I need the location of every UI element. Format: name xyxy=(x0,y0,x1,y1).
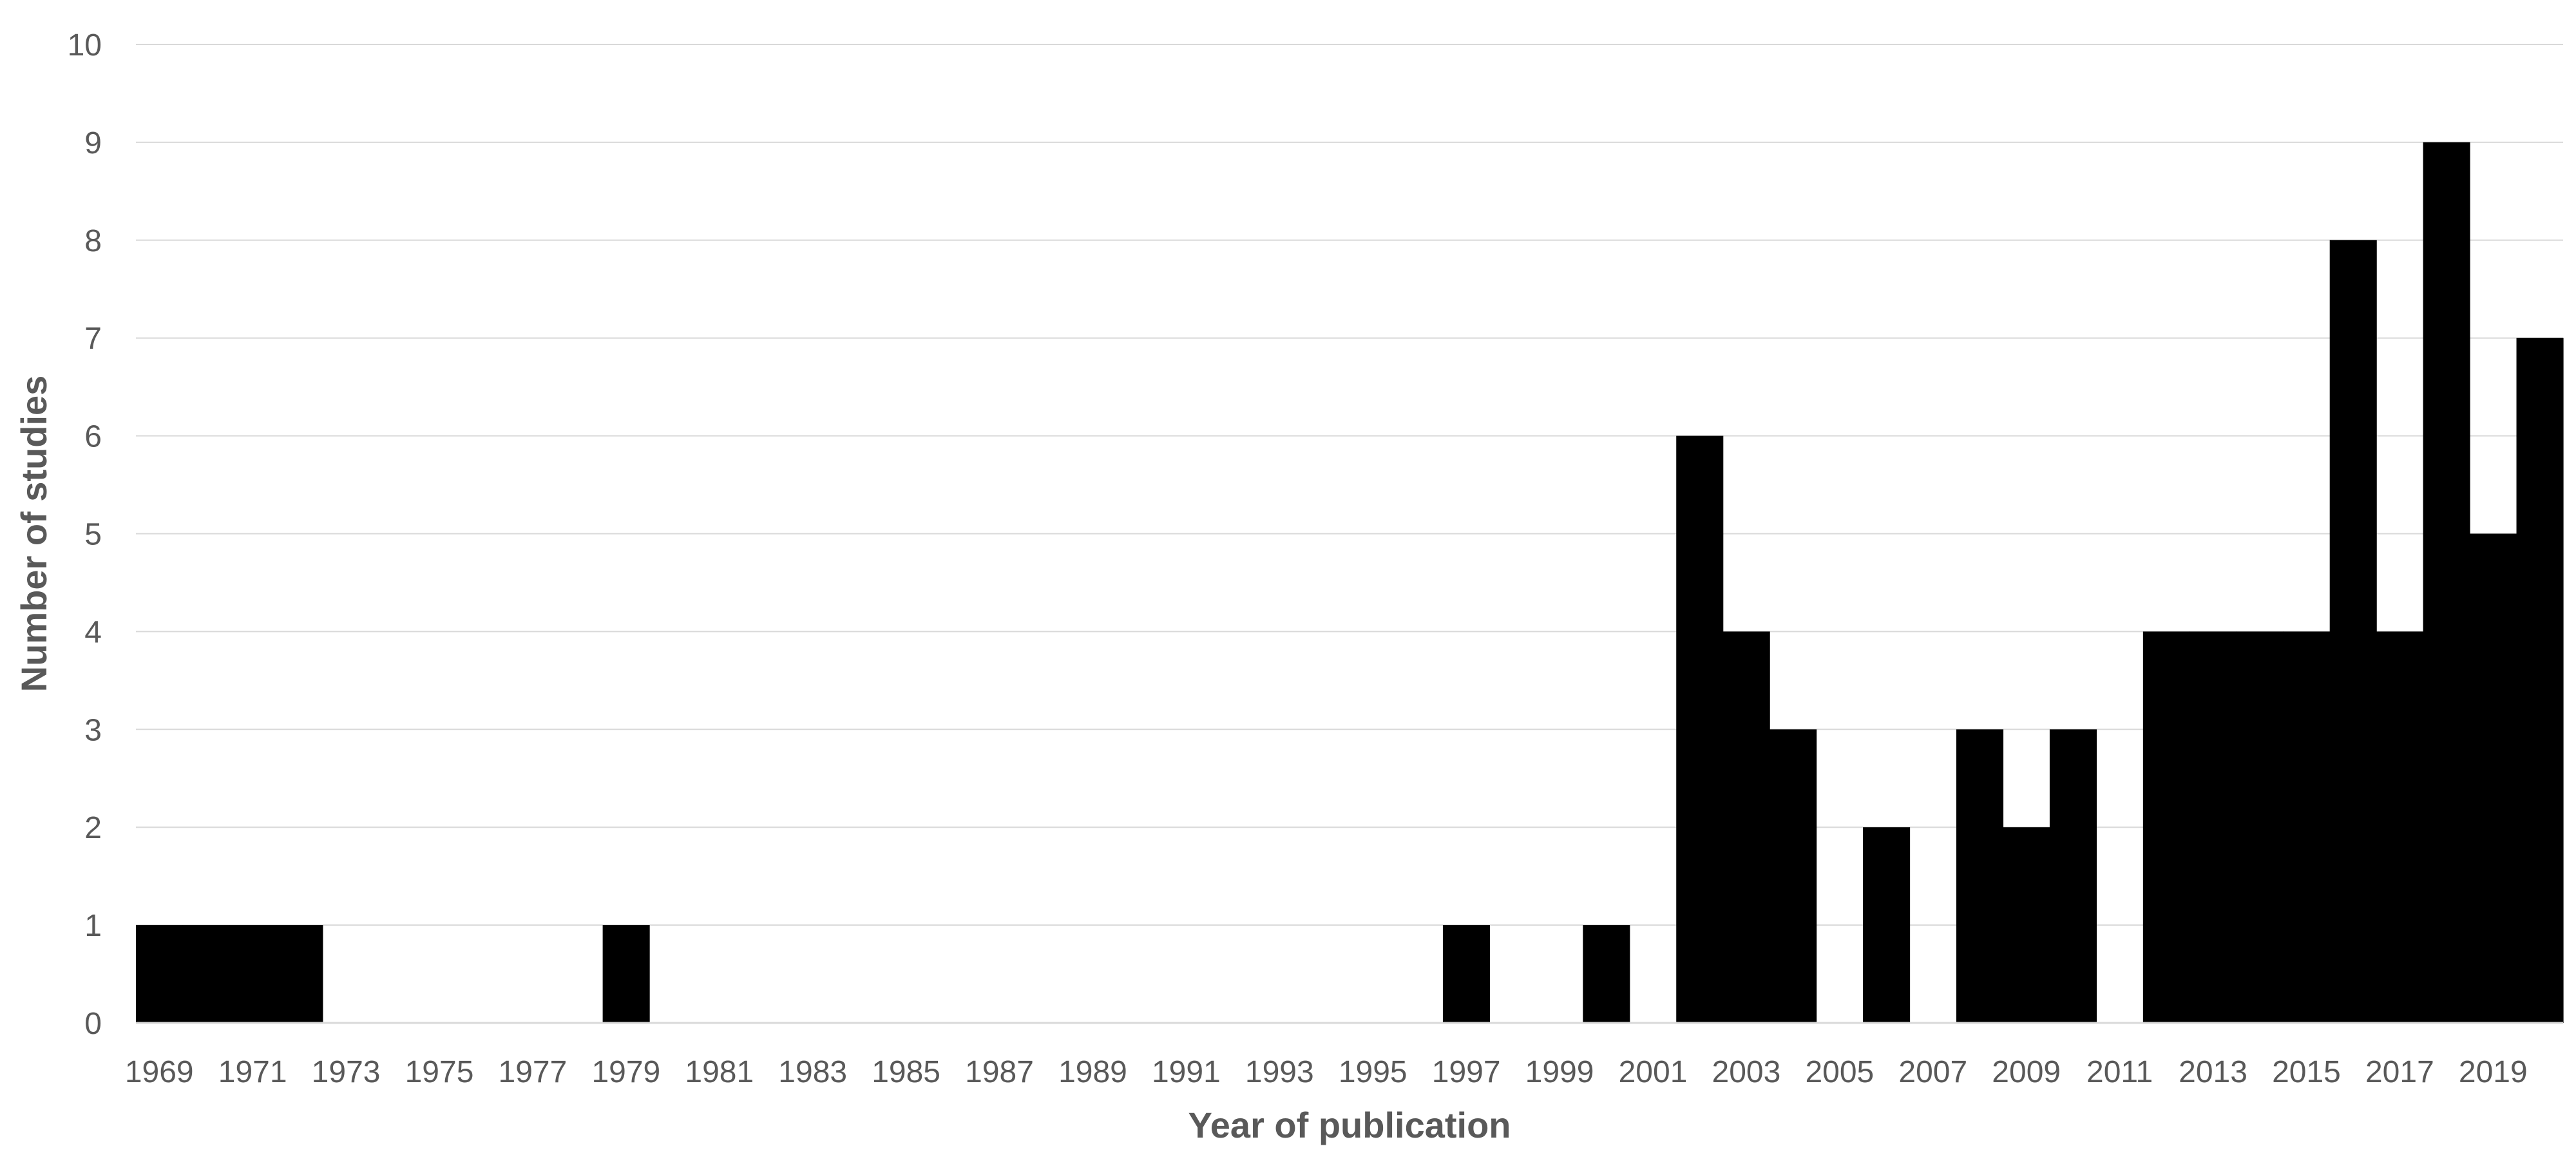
x-tick-label: 2019 xyxy=(2459,1055,2528,1089)
x-tick-label: 1977 xyxy=(499,1055,568,1089)
y-tick-label: 1 xyxy=(84,909,102,943)
bar-2020 xyxy=(2516,338,2564,1024)
y-tick-label: 7 xyxy=(84,322,102,356)
bar-1979 xyxy=(602,925,650,1023)
x-tick-label: 1979 xyxy=(591,1055,660,1089)
bar-2008 xyxy=(1956,729,2004,1023)
y-tick-labels: 0 1 2 3 4 5 6 7 8 9 10 xyxy=(68,28,102,1041)
x-tick-label: 1973 xyxy=(312,1055,381,1089)
x-tick-label: 1993 xyxy=(1245,1055,1314,1089)
y-tick-label: 4 xyxy=(84,615,102,649)
bar-1997 xyxy=(1442,925,1490,1023)
bar-2002 xyxy=(1676,435,1724,1023)
x-tick-label: 2017 xyxy=(2365,1055,2434,1089)
x-tick-label: 2001 xyxy=(1619,1055,1688,1089)
x-tick-label: 2015 xyxy=(2272,1055,2341,1089)
x-tick-label: 1975 xyxy=(405,1055,474,1089)
x-tick-label: 1991 xyxy=(1152,1055,1221,1089)
bar-2000 xyxy=(1583,925,1630,1023)
x-tick-label: 1969 xyxy=(125,1055,194,1089)
x-tick-label: 2013 xyxy=(2179,1055,2247,1089)
y-tick-label: 2 xyxy=(84,811,102,845)
y-tick-label: 0 xyxy=(84,1007,102,1041)
bar-2012 xyxy=(2142,631,2190,1023)
bar-2006 xyxy=(1863,827,1911,1023)
x-tick-label: 1985 xyxy=(872,1055,940,1089)
x-tick-label: 1971 xyxy=(218,1055,287,1089)
bar-1969 xyxy=(136,925,184,1023)
x-tick-label: 1997 xyxy=(1432,1055,1501,1089)
bar-2016 xyxy=(2329,240,2377,1023)
bar-1971 xyxy=(229,925,276,1023)
bar-2010 xyxy=(2049,729,2097,1023)
bar-2009 xyxy=(2003,827,2050,1023)
bar-2003 xyxy=(1722,631,1770,1023)
bar-2017 xyxy=(2376,631,2424,1023)
x-tick-label: 2009 xyxy=(1992,1055,2061,1089)
x-tick-label: 1999 xyxy=(1525,1055,1594,1089)
bars xyxy=(136,142,2564,1024)
x-tick-label: 2003 xyxy=(1712,1055,1781,1089)
bar-2004 xyxy=(1770,729,1817,1023)
y-tick-label: 8 xyxy=(84,224,102,258)
grid-lines xyxy=(136,44,2563,926)
y-tick-label: 10 xyxy=(68,28,102,62)
y-tick-label: 6 xyxy=(84,420,102,454)
x-tick-label: 1983 xyxy=(778,1055,847,1089)
x-axis-title: Year of publication xyxy=(1188,1105,1511,1145)
y-tick-label: 3 xyxy=(84,713,102,747)
y-tick-label: 5 xyxy=(84,518,102,552)
x-tick-label: 1989 xyxy=(1058,1055,1127,1089)
x-tick-label: 1987 xyxy=(965,1055,1034,1089)
bar-2018 xyxy=(2423,142,2470,1023)
y-axis-title: Number of studies xyxy=(14,376,54,692)
bar-2013 xyxy=(2190,631,2237,1023)
x-tick-label: 1995 xyxy=(1339,1055,1407,1089)
x-tick-label: 2007 xyxy=(1898,1055,1967,1089)
x-tick-labels: 1969 1971 1973 1975 1977 1979 1981 1983 1985 1987… xyxy=(125,1055,2528,1089)
x-tick-label: 2005 xyxy=(1805,1055,1874,1089)
x-tick-label: 2011 xyxy=(2086,1055,2153,1089)
x-tick-label: 1981 xyxy=(685,1055,754,1089)
bar-2015 xyxy=(2283,631,2331,1023)
bar-2019 xyxy=(2470,533,2517,1023)
bar-2014 xyxy=(2236,631,2284,1023)
bar-1970 xyxy=(182,925,230,1023)
y-tick-label: 9 xyxy=(84,126,102,160)
bar-1972 xyxy=(276,925,323,1023)
